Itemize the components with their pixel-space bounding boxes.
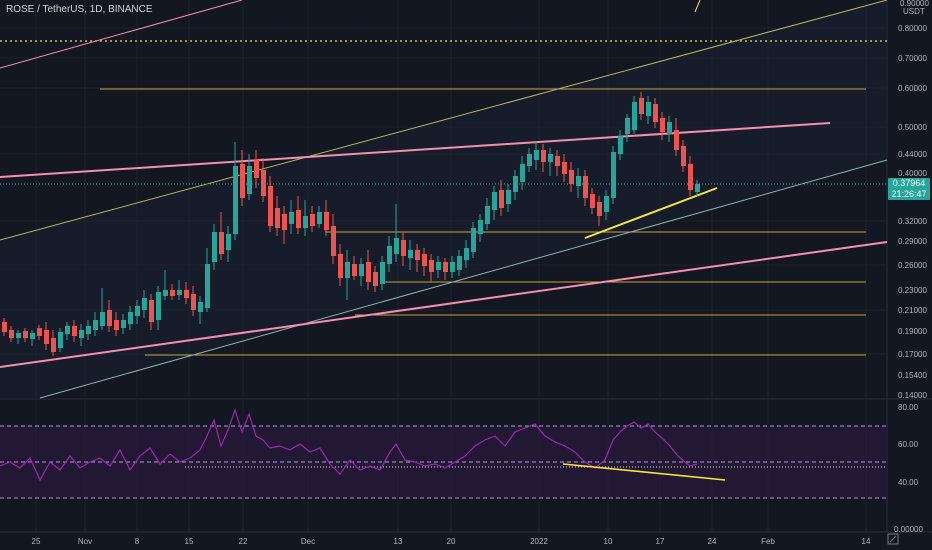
price-label-029: 0.29000 (898, 237, 927, 246)
time-label-8: 8 (135, 537, 140, 546)
higher-low-trendline[interactable] (584, 187, 718, 239)
channel-fill (0, 0, 887, 398)
pink-support-line[interactable] (0, 241, 888, 368)
rsi-divergence-line[interactable] (562, 463, 726, 481)
time-label-feb: Feb (761, 537, 775, 546)
price-label-032: 0.32000 (898, 217, 927, 226)
symbol-title[interactable]: ROSE / TetherUS, 1D, BINANCE (6, 4, 153, 15)
price-label-014: 0.14000 (898, 391, 927, 400)
pink-upper-line[interactable] (0, 0, 243, 69)
channel-lower-line[interactable] (39, 159, 888, 399)
price-label-060: 0.60000 (898, 84, 927, 93)
candles[interactable] (2, 92, 700, 356)
time-label-nov: Nov (78, 537, 92, 546)
price-label-017: 0.17000 (898, 350, 927, 359)
rsi-label-60: 60.00 (898, 440, 919, 449)
price-label-040: 0.40000 (898, 169, 927, 178)
time-label-10: 10 (604, 537, 613, 546)
price-label-026: 0.26000 (898, 261, 927, 270)
bar-countdown: 21:26:47 (891, 189, 927, 199)
rsi-label-80: 80.00 (898, 403, 919, 412)
rsi-label-40: 40.00 (898, 478, 919, 487)
time-label-14: 14 (862, 537, 871, 546)
time-axis[interactable]: 25 Nov 8 15 22 Dec 13 20 2022 10 17 24 F… (32, 537, 871, 546)
price-label-0154: 0.15400 (898, 371, 927, 380)
time-label-17: 17 (656, 537, 665, 546)
price-label-050: 0.50000 (898, 123, 927, 132)
price-label-023: 0.23000 (898, 286, 927, 295)
yellow-tick-mark (694, 0, 701, 13)
time-label-22: 22 (239, 537, 248, 546)
rsi-axis[interactable]: 80.00 60.00 40.00 0.00000 (894, 403, 923, 534)
currency-label: USDT (903, 7, 925, 16)
price-label-044: 0.44000 (898, 150, 927, 159)
time-label-2022: 2022 (530, 537, 548, 546)
time-label-15: 15 (185, 537, 194, 546)
time-label-24: 24 (708, 537, 717, 546)
price-label-top: 0.90000 (900, 0, 929, 8)
rsi-label-0: 0.00000 (894, 525, 923, 534)
time-label-20: 20 (447, 537, 456, 546)
scale-toggle-icon[interactable] (887, 533, 899, 545)
pink-resistance-line[interactable] (0, 122, 831, 178)
last-price-value: 0.37964 (892, 178, 926, 188)
price-label-080: 0.80000 (898, 24, 927, 33)
last-price-tag: 0.37964 21:26:47 (888, 178, 930, 200)
time-label-13: 13 (394, 537, 403, 546)
channel-upper-line[interactable] (0, 0, 888, 241)
time-label-dec: Dec (301, 537, 315, 546)
rsi-line[interactable] (0, 408, 698, 482)
price-label-019: 0.19000 (898, 327, 927, 336)
price-label-021: 0.21000 (898, 306, 927, 315)
time-label-25: 25 (32, 537, 41, 546)
price-axis[interactable]: 0.80000 0.70000 0.60000 0.50000 0.44000 … (898, 0, 929, 400)
price-label-070: 0.70000 (898, 54, 927, 63)
